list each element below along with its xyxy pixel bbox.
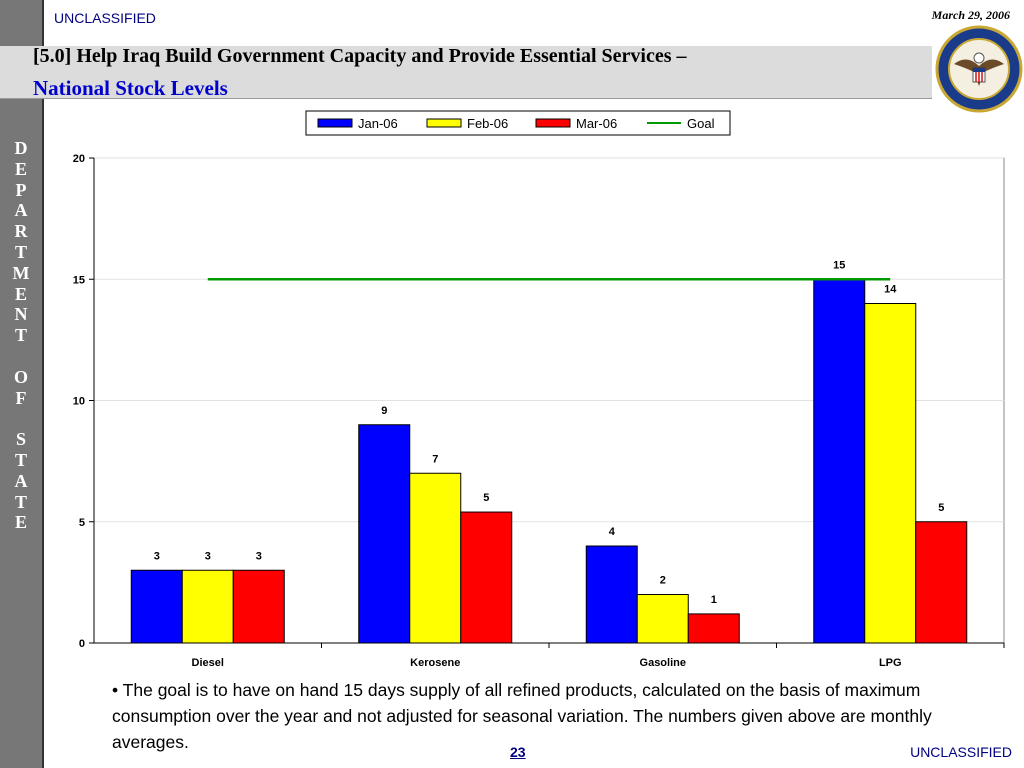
sidebar-letter: D [14, 138, 28, 158]
legend-label: Jan-06 [358, 116, 398, 131]
sidebar-letter: E [14, 283, 27, 304]
bar-mar-06 [687, 613, 740, 644]
legend-label: Mar-06 [576, 116, 617, 131]
sidebar-letter: A [14, 200, 28, 221]
data-label: 5 [938, 502, 944, 514]
sidebar-letter: T [14, 491, 27, 512]
data-label: 5 [483, 492, 489, 504]
bar-feb-06 [636, 594, 689, 644]
bar-jan-06 [358, 424, 411, 644]
bar-jan-06 [130, 569, 183, 644]
footnote: • The goal is to have on hand 15 days su… [112, 680, 932, 752]
sidebar-letter: E [14, 158, 27, 179]
sidebar-letter: R [14, 221, 28, 242]
legend-swatch-mar-06 [535, 118, 571, 128]
data-label: 9 [381, 405, 387, 417]
data-label: 14 [884, 284, 897, 296]
data-label: 4 [609, 526, 616, 538]
page-number: 23 [510, 744, 526, 760]
legend-label: Goal [687, 116, 715, 131]
sidebar-letter: T [14, 325, 27, 346]
bar-feb-06 [181, 569, 234, 644]
bar-feb-06 [864, 303, 917, 644]
legend-swatch-feb-06 [426, 118, 462, 128]
sidebar-letter: A [14, 470, 28, 491]
sidebar-letter: E [14, 512, 27, 533]
y-tick-label: 20 [73, 153, 85, 165]
data-label: 1 [711, 594, 717, 606]
sidebar-letter: O [13, 366, 28, 387]
slide-subtitle: National Stock Levels [33, 76, 228, 100]
data-label: 15 [833, 259, 845, 271]
title-bar [0, 46, 932, 99]
department-of-state-seal-icon [932, 24, 1024, 114]
sidebar-letter: T [14, 449, 27, 470]
y-tick-label: 10 [73, 396, 85, 408]
x-tick-label: LPG [879, 657, 902, 669]
bar-mar-06 [460, 511, 513, 644]
sidebar-letter: M [12, 262, 30, 283]
sidebar-letter: P [15, 179, 27, 200]
sidebar-letter: S [15, 429, 26, 450]
classification-top: UNCLASSIFIED [54, 10, 156, 26]
sidebar-letter: F [15, 387, 27, 408]
x-tick-label: Gasoline [640, 657, 686, 669]
legend-swatch-jan-06 [317, 118, 353, 128]
data-label: 3 [256, 550, 262, 562]
bar-feb-06 [409, 472, 462, 644]
classification-bottom: UNCLASSIFIED [910, 744, 1012, 760]
legend-label: Feb-06 [467, 116, 508, 131]
data-label: 3 [154, 550, 160, 562]
y-tick-label: 5 [79, 517, 85, 529]
stock-levels-chart: 0 5 10 15 20 Diesel 3 3 3 Kerosene 9 7 5 Gasoline 4 2 1 L… [73, 110, 1005, 669]
sidebar-letter: N [14, 304, 28, 325]
bar-jan-06 [585, 545, 638, 644]
data-label: 2 [660, 575, 666, 587]
sidebar-letter: T [14, 241, 27, 262]
data-label: 3 [205, 550, 211, 562]
x-tick-label: Kerosene [410, 657, 460, 669]
y-tick-label: 15 [73, 274, 85, 286]
slide-date: March 29, 2006 [931, 8, 1010, 22]
x-tick-label: Diesel [192, 657, 224, 669]
sidebar-letter [0, 346, 42, 367]
slide-title: [5.0] Help Iraq Build Government Capacit… [33, 45, 687, 67]
y-tick-label: 0 [79, 638, 85, 650]
bar-mar-06 [232, 569, 285, 644]
data-label: 7 [432, 453, 438, 465]
bar-jan-06 [813, 278, 866, 644]
sidebar-letter [0, 408, 42, 429]
bar-mar-06 [915, 521, 968, 644]
